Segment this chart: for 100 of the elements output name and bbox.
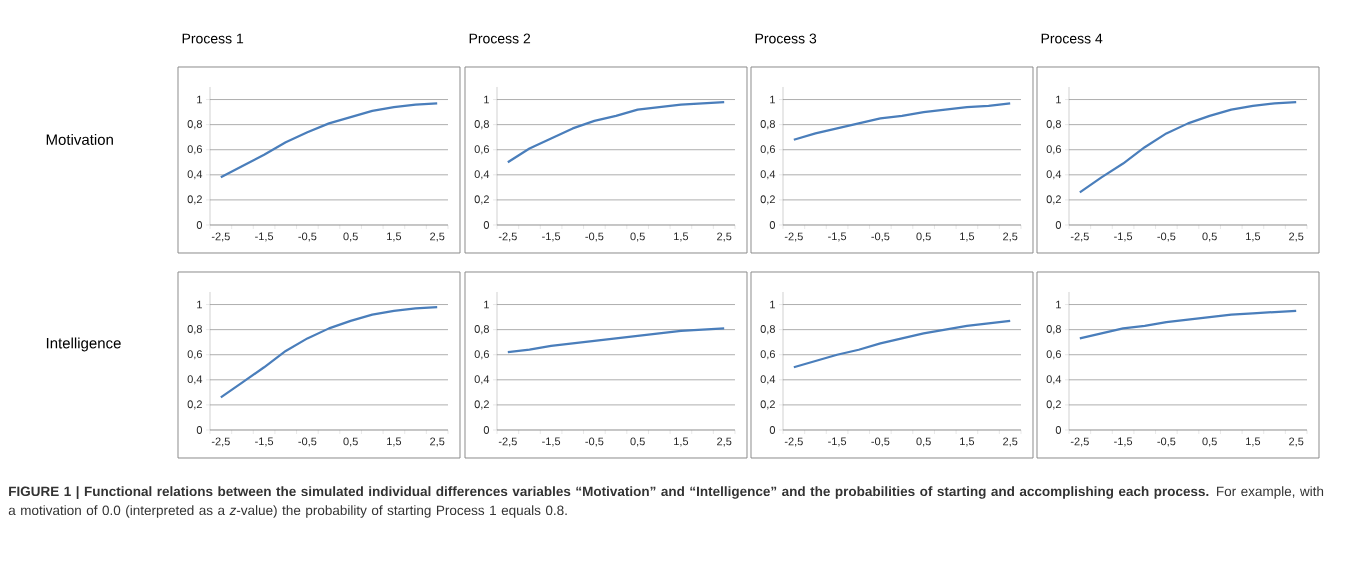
x-tick-label: 0,5 bbox=[916, 232, 931, 242]
y-tick-label: 1 bbox=[197, 300, 202, 309]
x-tick-label: -0,5 bbox=[298, 232, 317, 242]
y-tick-label: 0,8 bbox=[760, 120, 775, 130]
y-tick-label: 0,6 bbox=[1046, 145, 1061, 155]
x-tick-label: -2,5 bbox=[211, 437, 230, 447]
x-tick-label: -1,5 bbox=[542, 232, 561, 242]
line-series bbox=[792, 102, 1012, 141]
y-tick-label: 0 bbox=[769, 221, 776, 229]
x-tick-label: 1,5 bbox=[674, 232, 689, 242]
y-tick-label: 0,4 bbox=[187, 170, 203, 180]
y-tick-label: 0,2 bbox=[474, 195, 489, 205]
x-tick-label: -2,5 bbox=[498, 437, 517, 447]
y-tick-label: 0,6 bbox=[760, 145, 775, 155]
x-tick-label: -2,5 bbox=[498, 232, 517, 242]
x-tick-label: 1,5 bbox=[1246, 232, 1261, 242]
line-series bbox=[219, 305, 439, 399]
y-tick-label: 0,8 bbox=[187, 120, 202, 130]
x-tick-label: 2,5 bbox=[717, 437, 732, 447]
y-tick-label: 0 bbox=[196, 426, 203, 434]
x-tick-label: 0,5 bbox=[1202, 437, 1217, 447]
y-tick-label: 0,6 bbox=[474, 145, 489, 155]
chart-title: Process 2 bbox=[469, 33, 531, 44]
y-tick-label: 0,2 bbox=[1046, 400, 1061, 410]
y-tick-label: 0,8 bbox=[1046, 325, 1061, 335]
y-tick-label: 0,4 bbox=[760, 170, 776, 180]
x-tick-label: 2,5 bbox=[1003, 232, 1018, 242]
x-tick-label: -1,5 bbox=[1114, 232, 1133, 242]
chart-title: Process 3 bbox=[755, 33, 817, 44]
y-tick-label: 0 bbox=[483, 426, 490, 434]
y-tick-label: 0,6 bbox=[760, 350, 775, 360]
y-tick-label: 0,4 bbox=[1046, 375, 1062, 385]
y-tick-label: 1 bbox=[770, 300, 775, 309]
x-tick-label: 0,5 bbox=[1202, 232, 1217, 242]
y-tick-label: 0,2 bbox=[474, 400, 489, 410]
x-tick-label: 2,5 bbox=[430, 232, 445, 242]
text: FIGURE 1 | Functional relations between the simulated individual differences variables “Motivation” and “Intelligence” and the probabilities of starting and accomplishing each process. For example, with a motivation of 0.0 (interpreted as a z-value) the probability of starting Process 1 equals 0.8. bbox=[8, 486, 1324, 518]
chart-title: Process 1 bbox=[182, 33, 244, 44]
x-tick-label: 2,5 bbox=[717, 232, 732, 242]
x-tick-label: -0,5 bbox=[1157, 232, 1176, 242]
y-tick-label: 0 bbox=[769, 426, 776, 434]
line-series bbox=[1078, 100, 1298, 194]
y-tick-label: 1 bbox=[1056, 95, 1061, 104]
x-tick-label: -2,5 bbox=[211, 232, 230, 242]
y-tick-label: 0,2 bbox=[187, 400, 202, 410]
y-tick-label: 0,8 bbox=[1046, 120, 1061, 130]
x-tick-label: -0,5 bbox=[871, 232, 890, 242]
x-tick-label: 1,5 bbox=[960, 232, 975, 242]
x-tick-label: 1,5 bbox=[387, 232, 402, 242]
x-tick-label: 1,5 bbox=[674, 437, 689, 447]
x-tick-label: 0,5 bbox=[630, 437, 645, 447]
x-tick-label: 2,5 bbox=[1289, 232, 1304, 242]
y-tick-label: 0,6 bbox=[187, 350, 202, 360]
x-tick-label: 0,5 bbox=[343, 437, 358, 447]
y-axis-title: Intelligence bbox=[46, 337, 121, 352]
x-tick-label: 2,5 bbox=[430, 437, 445, 447]
y-tick-label: 0,2 bbox=[187, 195, 202, 205]
x-tick-label: -1,5 bbox=[828, 437, 847, 447]
y-tick-label: 0,4 bbox=[1046, 170, 1062, 180]
y-tick-label: 0,2 bbox=[760, 195, 775, 205]
y-tick-label: 0,2 bbox=[1046, 195, 1061, 205]
y-tick-label: 1 bbox=[484, 300, 489, 309]
x-tick-label: -1,5 bbox=[255, 437, 274, 447]
y-tick-label: 0 bbox=[483, 221, 490, 229]
x-tick-label: -1,5 bbox=[542, 437, 561, 447]
x-tick-label: 1,5 bbox=[387, 437, 402, 447]
y-tick-label: 0,4 bbox=[760, 375, 776, 385]
y-tick-label: 1 bbox=[1056, 300, 1061, 309]
x-tick-label: -0,5 bbox=[871, 437, 890, 447]
y-tick-label: 0,8 bbox=[187, 325, 202, 335]
y-tick-label: 0,6 bbox=[1046, 350, 1061, 360]
x-tick-label: -0,5 bbox=[298, 437, 317, 447]
x-tick-label: 1,5 bbox=[1246, 437, 1261, 447]
y-tick-label: 1 bbox=[770, 95, 775, 104]
x-tick-label: 2,5 bbox=[1289, 437, 1304, 447]
y-tick-label: 0 bbox=[196, 221, 203, 229]
x-tick-label: -1,5 bbox=[255, 232, 274, 242]
y-axis-title: Motivation bbox=[46, 133, 113, 145]
x-tick-label: 0,5 bbox=[343, 232, 358, 242]
y-tick-label: 0,2 bbox=[760, 400, 775, 410]
y-tick-label: 1 bbox=[197, 95, 202, 104]
x-tick-label: -2,5 bbox=[1070, 437, 1089, 447]
y-tick-label: 0,4 bbox=[187, 375, 203, 385]
x-tick-label: 0,5 bbox=[630, 232, 645, 242]
x-tick-label: -2,5 bbox=[784, 232, 803, 242]
y-tick-label: 0,8 bbox=[474, 120, 489, 130]
y-tick-label: 0,8 bbox=[474, 325, 489, 335]
x-tick-label: -0,5 bbox=[585, 232, 604, 242]
y-tick-label: 0 bbox=[1055, 221, 1062, 229]
y-tick-label: 0,4 bbox=[474, 375, 490, 385]
x-tick-label: 1,5 bbox=[960, 437, 975, 447]
y-tick-label: 1 bbox=[484, 95, 489, 104]
x-tick-label: -1,5 bbox=[1114, 437, 1133, 447]
x-tick-label: 2,5 bbox=[1003, 437, 1018, 447]
y-tick-label: 0,4 bbox=[474, 170, 490, 180]
x-tick-label: -1,5 bbox=[828, 232, 847, 242]
y-tick-label: 0,6 bbox=[187, 145, 202, 155]
y-tick-label: 0,8 bbox=[760, 325, 775, 335]
x-tick-label: -2,5 bbox=[1070, 232, 1089, 242]
x-tick-label: 0,5 bbox=[916, 437, 931, 447]
